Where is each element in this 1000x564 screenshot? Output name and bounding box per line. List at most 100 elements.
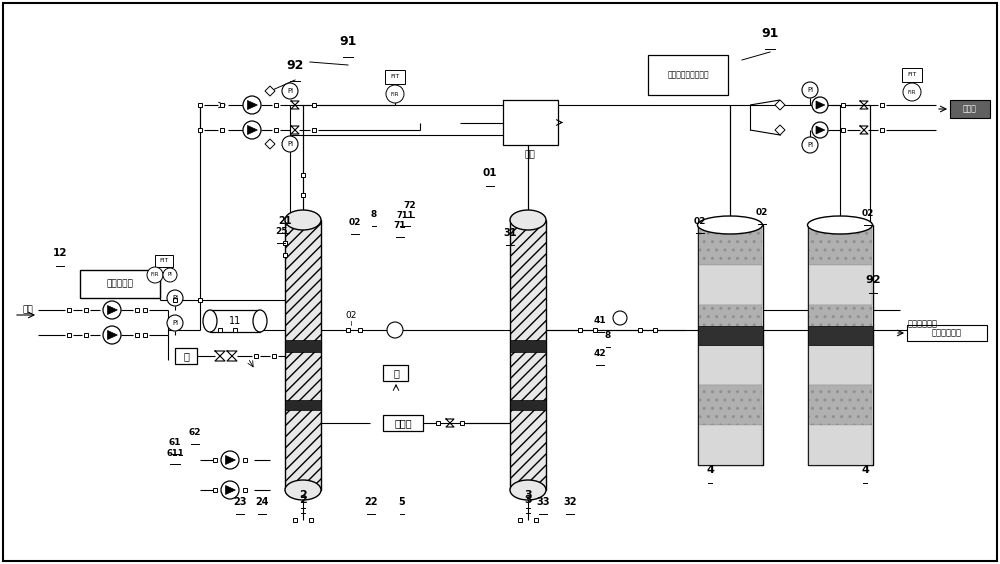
Polygon shape bbox=[226, 456, 235, 465]
Circle shape bbox=[163, 268, 177, 282]
Text: FIR: FIR bbox=[391, 91, 399, 96]
Bar bbox=[808, 385, 872, 425]
Circle shape bbox=[386, 85, 404, 103]
Circle shape bbox=[221, 451, 239, 469]
Text: PI: PI bbox=[172, 295, 178, 301]
Text: 现有内部回用水管网: 现有内部回用水管网 bbox=[667, 70, 709, 80]
Polygon shape bbox=[265, 139, 275, 149]
Bar bbox=[385, 70, 405, 84]
Text: 5: 5 bbox=[399, 497, 405, 507]
Text: 71: 71 bbox=[394, 221, 406, 230]
Bar bbox=[907, 325, 987, 341]
Circle shape bbox=[282, 136, 298, 152]
Bar bbox=[460, 421, 464, 425]
Bar bbox=[510, 400, 546, 410]
Text: 25: 25 bbox=[275, 227, 287, 236]
Polygon shape bbox=[248, 100, 257, 109]
Bar bbox=[243, 458, 247, 462]
Circle shape bbox=[243, 96, 261, 114]
Text: FIR: FIR bbox=[151, 272, 159, 277]
Bar bbox=[698, 425, 762, 465]
Bar bbox=[698, 305, 762, 345]
Bar bbox=[503, 100, 558, 145]
Circle shape bbox=[243, 121, 261, 139]
Bar bbox=[808, 345, 872, 385]
Text: 臭氧发生器: 臭氧发生器 bbox=[107, 280, 133, 289]
Text: 2: 2 bbox=[299, 490, 307, 500]
Bar bbox=[243, 488, 247, 492]
Text: 双氧水: 双氧水 bbox=[394, 418, 412, 428]
Bar bbox=[510, 340, 546, 352]
Text: 91: 91 bbox=[761, 27, 779, 40]
Bar bbox=[173, 298, 177, 302]
Text: 92: 92 bbox=[865, 275, 881, 285]
Bar bbox=[143, 308, 147, 312]
Circle shape bbox=[103, 301, 121, 319]
Text: 02: 02 bbox=[694, 217, 706, 226]
Bar bbox=[808, 265, 872, 305]
Bar bbox=[808, 225, 872, 265]
Bar bbox=[198, 298, 202, 302]
Bar bbox=[510, 220, 546, 490]
Bar bbox=[143, 333, 147, 337]
Bar bbox=[210, 310, 260, 332]
Ellipse shape bbox=[253, 310, 267, 332]
Bar bbox=[578, 328, 582, 332]
Bar bbox=[301, 173, 305, 177]
Bar bbox=[358, 328, 362, 332]
Text: 地沟: 地沟 bbox=[525, 151, 535, 160]
Circle shape bbox=[812, 97, 828, 113]
Bar bbox=[67, 308, 71, 312]
Bar bbox=[285, 400, 321, 410]
Text: 711: 711 bbox=[396, 211, 414, 220]
Text: 91: 91 bbox=[339, 35, 357, 48]
Bar bbox=[698, 345, 762, 385]
Text: 31: 31 bbox=[503, 228, 517, 238]
Bar bbox=[653, 328, 657, 332]
Circle shape bbox=[103, 326, 121, 344]
Bar bbox=[175, 348, 197, 364]
Bar bbox=[346, 328, 350, 332]
Bar bbox=[808, 305, 872, 345]
Text: 22: 22 bbox=[364, 497, 378, 507]
Bar bbox=[436, 421, 440, 425]
Bar bbox=[698, 326, 763, 345]
Circle shape bbox=[221, 481, 239, 499]
Text: 氨水池: 氨水池 bbox=[963, 104, 977, 113]
Text: 92: 92 bbox=[286, 59, 304, 72]
Text: 3: 3 bbox=[524, 495, 532, 505]
Text: FIR: FIR bbox=[908, 90, 916, 95]
Bar bbox=[285, 340, 321, 352]
Bar bbox=[198, 103, 202, 107]
Text: 02: 02 bbox=[349, 218, 361, 227]
Circle shape bbox=[167, 315, 183, 331]
Text: 02: 02 bbox=[345, 311, 357, 319]
Text: PI: PI bbox=[807, 87, 813, 93]
Ellipse shape bbox=[698, 216, 763, 234]
Bar bbox=[880, 128, 884, 132]
Ellipse shape bbox=[285, 480, 321, 500]
Bar bbox=[950, 100, 990, 118]
Text: 8: 8 bbox=[371, 210, 377, 219]
Circle shape bbox=[903, 83, 921, 101]
Ellipse shape bbox=[510, 210, 546, 230]
Bar bbox=[84, 333, 88, 337]
Text: 11: 11 bbox=[229, 316, 241, 326]
Text: 12: 12 bbox=[53, 248, 67, 258]
Bar bbox=[312, 128, 316, 132]
Text: 611: 611 bbox=[166, 449, 184, 458]
Circle shape bbox=[802, 82, 818, 98]
Bar bbox=[84, 308, 88, 312]
Polygon shape bbox=[108, 306, 117, 315]
Bar bbox=[283, 241, 287, 245]
Text: 33: 33 bbox=[536, 497, 550, 507]
Text: 32: 32 bbox=[563, 497, 577, 507]
Ellipse shape bbox=[203, 310, 217, 332]
Text: FIT: FIT bbox=[390, 74, 400, 80]
Bar bbox=[213, 488, 217, 492]
Text: 02: 02 bbox=[862, 209, 874, 218]
Bar bbox=[301, 193, 305, 197]
Bar bbox=[648, 55, 728, 95]
Circle shape bbox=[812, 122, 828, 138]
Polygon shape bbox=[775, 100, 785, 110]
